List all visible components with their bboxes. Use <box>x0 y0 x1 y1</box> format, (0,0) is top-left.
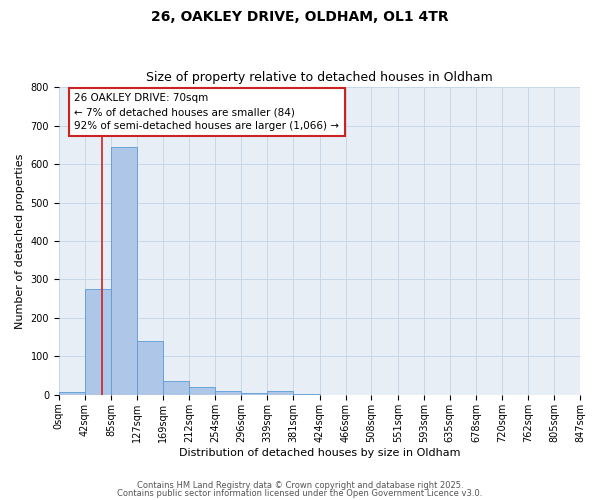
Bar <box>189 387 215 395</box>
Bar <box>268 391 293 395</box>
Title: Size of property relative to detached houses in Oldham: Size of property relative to detached ho… <box>146 72 493 85</box>
Text: 26 OAKLEY DRIVE: 70sqm
← 7% of detached houses are smaller (84)
92% of semi-deta: 26 OAKLEY DRIVE: 70sqm ← 7% of detached … <box>74 93 340 131</box>
Bar <box>163 380 189 395</box>
Bar <box>215 391 241 395</box>
Text: 26, OAKLEY DRIVE, OLDHAM, OL1 4TR: 26, OAKLEY DRIVE, OLDHAM, OL1 4TR <box>151 10 449 24</box>
Bar <box>241 393 268 395</box>
Y-axis label: Number of detached properties: Number of detached properties <box>15 154 25 328</box>
Bar <box>59 392 85 395</box>
Bar <box>137 341 163 395</box>
X-axis label: Distribution of detached houses by size in Oldham: Distribution of detached houses by size … <box>179 448 460 458</box>
Bar <box>111 146 137 395</box>
Bar <box>293 394 320 395</box>
Bar <box>85 289 111 395</box>
Text: Contains HM Land Registry data © Crown copyright and database right 2025.: Contains HM Land Registry data © Crown c… <box>137 481 463 490</box>
Text: Contains public sector information licensed under the Open Government Licence v3: Contains public sector information licen… <box>118 488 482 498</box>
